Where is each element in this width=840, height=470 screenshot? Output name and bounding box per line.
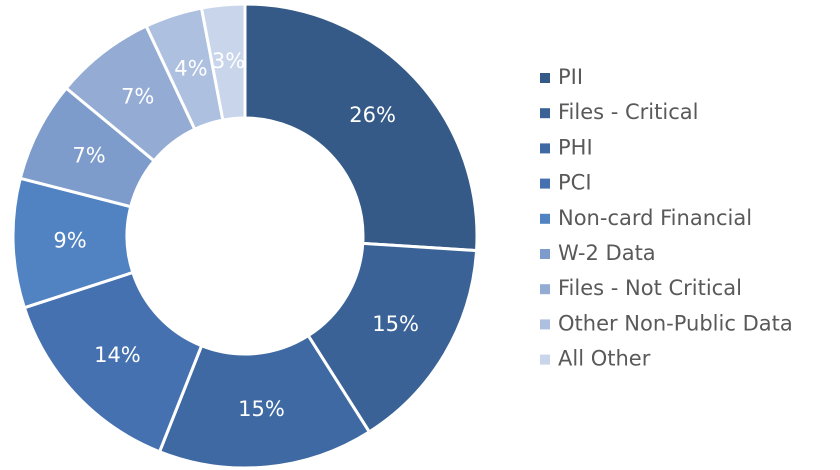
segment-label: 15% bbox=[372, 312, 419, 336]
segment-label: 7% bbox=[72, 144, 105, 168]
segment-label: 14% bbox=[94, 343, 141, 367]
legend-swatch bbox=[540, 108, 550, 119]
legend-label: Files - Critical bbox=[558, 100, 698, 124]
legend-label: PCI bbox=[558, 171, 592, 195]
legend-swatch bbox=[540, 73, 550, 83]
segment bbox=[199, 2, 247, 122]
legend-swatch bbox=[540, 143, 550, 154]
legend-label: Other Non-Public Data bbox=[558, 311, 793, 335]
segment-label: 9% bbox=[53, 228, 86, 252]
segment bbox=[157, 333, 372, 470]
segment bbox=[22, 270, 204, 454]
legend-label: Files - Not Critical bbox=[558, 276, 742, 300]
segment bbox=[243, 2, 479, 253]
segment-label: 15% bbox=[238, 397, 285, 421]
legend-swatch bbox=[540, 213, 550, 224]
legend-swatch bbox=[540, 319, 550, 330]
segment-label: 26% bbox=[349, 103, 396, 127]
legend-label: All Other bbox=[558, 347, 651, 371]
legend-swatch bbox=[540, 178, 550, 189]
segment bbox=[306, 241, 479, 434]
legend-label: W-2 Data bbox=[558, 241, 656, 265]
segment-label: 7% bbox=[121, 85, 154, 109]
legend-swatch bbox=[540, 249, 550, 259]
legend-swatch bbox=[540, 354, 550, 365]
legend-label: Non-card Financial bbox=[558, 206, 752, 230]
legend-label: PII bbox=[558, 65, 583, 89]
legend-swatch bbox=[540, 284, 550, 295]
legend-label: PHI bbox=[558, 135, 593, 159]
segment-label: 3% bbox=[212, 49, 245, 73]
segment-label: 4% bbox=[174, 57, 207, 81]
